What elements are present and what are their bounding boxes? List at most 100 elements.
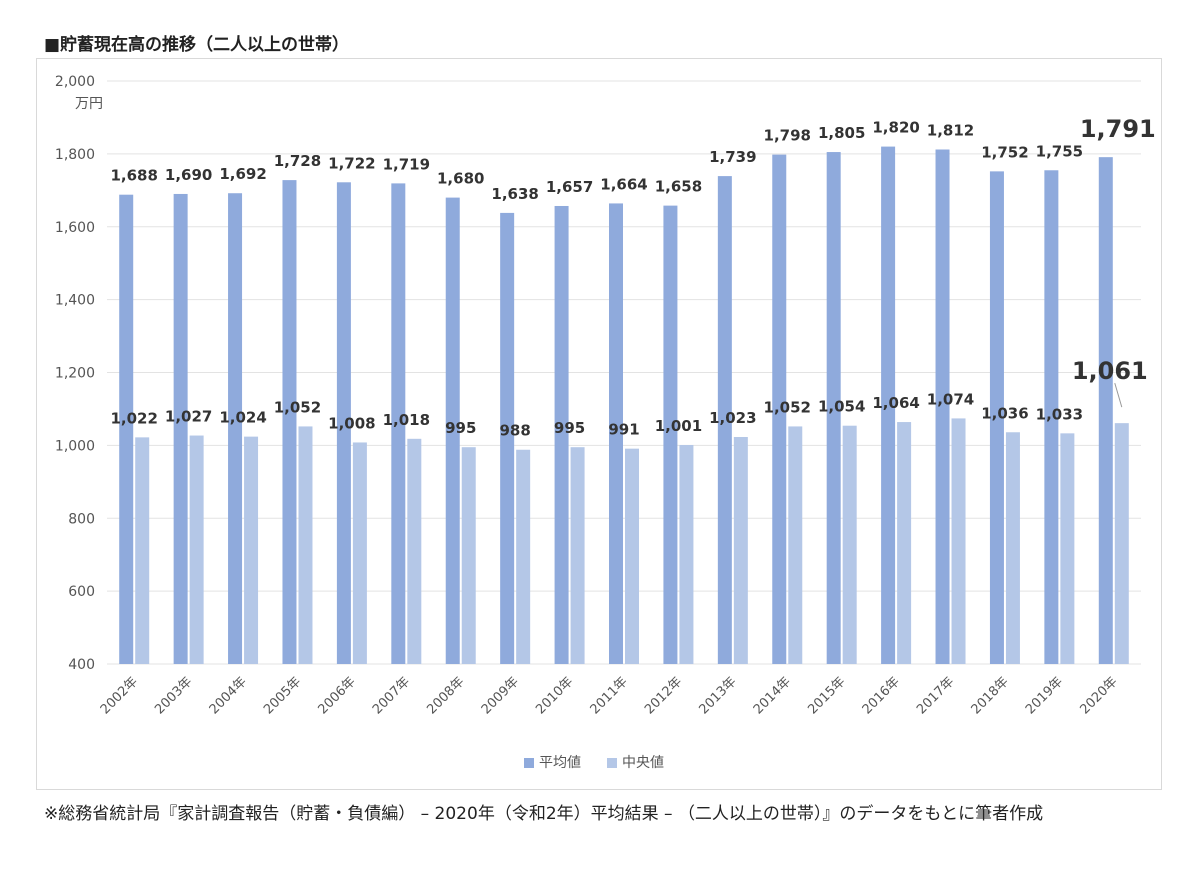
data-label-median: 1,023 [709, 409, 756, 427]
data-label-average: 1,664 [600, 175, 647, 193]
data-label-median: 1,052 [764, 398, 811, 416]
data-label-average: 1,719 [383, 155, 430, 173]
y-tick-label: 2,000 [55, 74, 95, 90]
data-label-average: 1,812 [927, 122, 974, 140]
bar-average [1098, 157, 1113, 665]
legend-label-average: 平均値 [539, 755, 581, 771]
data-label-median: 1,027 [165, 408, 212, 426]
data-label-average: 1,798 [764, 127, 811, 145]
data-label-average: 1,680 [437, 170, 484, 188]
data-label-average: 1,658 [655, 178, 702, 196]
bar-chart: 400 600 800 1,000 1,200 1,400 1,600 1,800 2,000 万… [55, 74, 1156, 771]
bar-average [391, 183, 406, 664]
x-tick-label: 2013年 [696, 674, 739, 717]
data-label-average: 1,657 [546, 178, 593, 196]
leader-line [1114, 383, 1123, 408]
x-tick-label: 2010年 [533, 674, 576, 717]
bar-median [788, 426, 803, 664]
data-label-average: 1,820 [872, 119, 919, 137]
y-tick-label: 1,000 [55, 438, 95, 454]
x-tick-label: 2020年 [1077, 674, 1120, 717]
data-label-average: 1,692 [219, 165, 266, 183]
legend-label-median: 中央値 [622, 755, 664, 771]
data-label-average: 1,728 [274, 152, 321, 170]
data-label-median: 1,008 [328, 414, 375, 432]
data-label-median: 1,074 [927, 390, 974, 408]
x-tick-label: 2006年 [316, 674, 359, 717]
data-label-median: 988 [500, 422, 531, 440]
bar-median [570, 447, 585, 664]
chart-title: ■貯蓄現在高の推移（二人以上の世帯） [44, 35, 350, 55]
bar-average [173, 193, 188, 665]
bar-average [989, 171, 1004, 664]
x-tick-label: 2002年 [98, 674, 141, 717]
bar-median [352, 442, 367, 664]
bar-median [897, 422, 912, 664]
x-tick-label: 2012年 [642, 674, 685, 717]
data-label-median: 1,022 [110, 409, 157, 427]
bar-median [244, 436, 259, 664]
x-tick-label: 2014年 [751, 674, 794, 717]
x-tick-label: 2015年 [805, 674, 848, 717]
bar-median [516, 449, 531, 664]
x-tick-label: 2019年 [1023, 674, 1066, 717]
x-tick-label: 2009年 [479, 674, 522, 717]
bar-median [679, 445, 694, 664]
x-tick-label: 2004年 [207, 674, 250, 717]
data-label-average: 1,805 [818, 124, 865, 142]
data-label-average: 1,791 [1080, 115, 1156, 143]
bar-average [663, 205, 678, 664]
data-label-median: 1,036 [981, 404, 1028, 422]
data-label-average: 1,638 [491, 185, 538, 203]
bar-median [407, 438, 422, 664]
y-tick-label: 1,200 [55, 366, 95, 382]
x-tick-label: 2011年 [588, 674, 631, 717]
bar-average [935, 149, 950, 664]
x-tick-label: 2008年 [424, 674, 467, 717]
bar-median [1005, 432, 1020, 664]
data-label-average: 1,690 [165, 166, 212, 184]
data-label-median: 995 [445, 419, 476, 437]
data-label-average: 1,722 [328, 154, 375, 172]
bar-average [282, 180, 297, 665]
bar-median [135, 437, 150, 664]
bar-average [772, 154, 787, 664]
bar-median [1114, 423, 1129, 664]
bar-average [445, 197, 460, 664]
x-tick-label: 2005年 [261, 674, 304, 717]
data-label-median: 1,052 [274, 398, 321, 416]
bar-average [228, 193, 243, 665]
data-label-median: 1,018 [383, 411, 430, 429]
bar-average [119, 194, 134, 664]
data-label-average: 1,755 [1036, 142, 1083, 160]
bar-average [1044, 170, 1059, 664]
x-tick-label: 2003年 [152, 674, 195, 717]
x-tick-label: 2017年 [914, 674, 957, 717]
legend-swatch-average [524, 758, 534, 768]
data-label-median: 1,033 [1036, 405, 1083, 423]
data-label-median: 1,001 [655, 417, 702, 435]
bar-median [461, 447, 476, 664]
bar-average [336, 182, 351, 664]
bar-median [733, 436, 748, 664]
y-unit-label: 万円 [75, 96, 103, 112]
y-tick-label: 1,800 [55, 147, 95, 163]
bar-median [625, 448, 639, 664]
bar-median [842, 425, 857, 664]
data-label-median: 1,054 [818, 398, 865, 416]
data-label-median: 1,061 [1072, 357, 1148, 385]
bar-average [881, 146, 896, 664]
bar-median [189, 435, 204, 664]
source-note: ※総務省統計局『家計調査報告（貯蓄・負債編） – 2020年（令和2年）平均結果… [44, 804, 1044, 824]
bar-median [1060, 433, 1075, 664]
data-label-median: 995 [554, 419, 585, 437]
data-label-average: 1,688 [110, 167, 157, 185]
bar-average [826, 152, 841, 664]
x-tick-label: 2018年 [969, 674, 1012, 717]
bar-average [717, 176, 732, 664]
bar-median [951, 418, 966, 664]
bar-average [500, 212, 515, 664]
x-tick-label: 2007年 [370, 674, 413, 717]
chart-frame: 400 600 800 1,000 1,200 1,400 1,600 1,800 2,000 万… [36, 58, 1162, 790]
legend-swatch-median [607, 758, 617, 768]
